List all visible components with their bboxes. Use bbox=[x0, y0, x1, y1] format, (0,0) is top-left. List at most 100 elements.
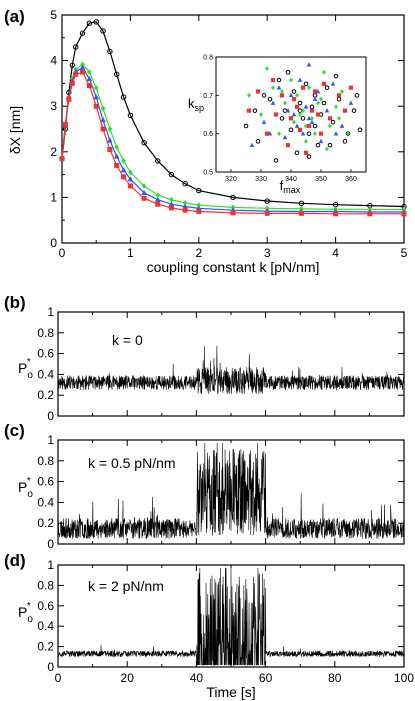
inset-series-0-point bbox=[351, 108, 357, 113]
panel-a-series-3-point bbox=[127, 183, 133, 189]
panel-d-ylabel-sub: o bbox=[27, 614, 33, 625]
panel-c-ytick-label: 0.6 bbox=[37, 475, 54, 489]
inset-series-0-point bbox=[315, 142, 321, 148]
panel-d-ylabel-main: P bbox=[18, 604, 27, 620]
inset-xtick-label: 360 bbox=[345, 176, 357, 183]
inset-series-2-point bbox=[333, 131, 339, 136]
inset-series-2-point bbox=[318, 138, 324, 144]
panel-a-xtick-label: 1 bbox=[127, 246, 134, 260]
panel-a-series-1-point bbox=[121, 157, 127, 164]
inset-xtick-label: 340 bbox=[285, 176, 297, 183]
panel-d-annotation: k = 2 pN/nm bbox=[88, 578, 164, 594]
panel-a-series-2-point bbox=[120, 166, 127, 173]
inset-series-0-point bbox=[303, 81, 309, 87]
inset-series-0-point bbox=[255, 139, 261, 144]
inset-xtick-label: 330 bbox=[255, 176, 267, 183]
panel-c-ytick-label: 0.8 bbox=[37, 454, 54, 468]
inset-series-2-point bbox=[291, 111, 297, 117]
inset-series-2-point bbox=[309, 119, 315, 124]
panel-a-series-0-point bbox=[79, 30, 86, 36]
panel-b-ylabel-sub: o bbox=[27, 370, 33, 381]
panel-a-series-3-point bbox=[401, 211, 407, 217]
panel-c-label-backdrop bbox=[84, 452, 188, 474]
panel-b-ytick-label: 1 bbox=[47, 305, 54, 319]
inset-series-3-point bbox=[300, 85, 306, 90]
inset-series-3-point bbox=[342, 108, 348, 113]
inset-series-0-point bbox=[261, 93, 267, 98]
inset-series-1-point bbox=[339, 89, 345, 94]
panel-a-series-1-point bbox=[114, 144, 120, 151]
inset-ytick-label: 0.6 bbox=[203, 131, 213, 138]
inset-xtick-label: 350 bbox=[315, 176, 327, 183]
panel-letter-b: (b) bbox=[4, 293, 26, 312]
inset-series-1-point bbox=[315, 100, 321, 106]
panel-b-ylabel: Po * bbox=[18, 357, 33, 381]
inset-series-0-point bbox=[279, 116, 285, 121]
inset-series-1-point bbox=[336, 115, 342, 121]
inset-series-3-point bbox=[273, 112, 279, 117]
panel-c-ytick-label: 0.4 bbox=[37, 495, 54, 509]
panel-a-series-0-point bbox=[114, 71, 120, 77]
panel-d-xtick-label: 40 bbox=[190, 671, 204, 685]
inset-series-3-point bbox=[348, 85, 354, 90]
inset-series-1-point bbox=[291, 119, 297, 125]
inset-series-2-point bbox=[303, 104, 309, 109]
inset-series-3-point bbox=[315, 112, 321, 117]
panel-a-series-3-point bbox=[80, 69, 86, 75]
inset-series-3-point bbox=[309, 108, 315, 113]
inset-series-2-point bbox=[330, 81, 336, 86]
inset-xlabel-sub: max bbox=[283, 185, 301, 195]
inset-ticks: 320 330 340 350 360 0.5 0.6 0.7 0.8 bbox=[203, 55, 357, 184]
panel-a-series-1-point bbox=[141, 183, 147, 189]
inset-series-1-point bbox=[321, 69, 327, 75]
panel-a-ylabel: δX [nm] bbox=[7, 106, 23, 154]
inset-series-2-point bbox=[285, 108, 291, 113]
panel-a-xtick-label: 5 bbox=[401, 246, 408, 260]
inset-series-1-point bbox=[303, 138, 309, 144]
panel-d-xlabel: Time [s] bbox=[206, 684, 255, 700]
inset-series-2-point bbox=[297, 77, 303, 82]
panel-c-plot: 0 0.2 0.4 0.6 0.8 1 k = 0.5 pN/nm Po * bbox=[18, 433, 405, 551]
inset-series-2-point bbox=[276, 85, 282, 90]
inset-series-0-point bbox=[330, 119, 336, 125]
panel-a-ytick-label: 1 bbox=[50, 190, 57, 204]
inset-ytick-label: 0.7 bbox=[203, 93, 213, 100]
panel-a-xtick-label: 3 bbox=[264, 246, 271, 260]
inset-series-3-point bbox=[297, 127, 303, 132]
panel-a-ytick-label: 5 bbox=[50, 8, 57, 22]
panel-a-series-2-point bbox=[141, 189, 147, 196]
panel-b-annotation: k = 0 bbox=[112, 332, 143, 348]
panel-b-ytick-label: 0.4 bbox=[37, 367, 54, 381]
panel-d-xtick-label: 0 bbox=[55, 671, 62, 685]
panel-a-series-0-point bbox=[141, 139, 147, 146]
panel-d-ytick-label: 0.8 bbox=[37, 578, 54, 592]
inset-series-0-point bbox=[321, 100, 327, 106]
inset-ylabel-main: k bbox=[188, 96, 195, 111]
panel-a-series-0-point bbox=[107, 48, 113, 55]
panel-d-ylabel: Po * bbox=[18, 601, 33, 625]
panel-a-xtick-label: 2 bbox=[195, 246, 202, 260]
inset-series-2-point bbox=[294, 123, 300, 128]
panel-a-xlabel: coupling constant k [pN/nm] bbox=[147, 259, 320, 275]
panel-c-ytick-label: 0.2 bbox=[37, 516, 54, 530]
inset-series-1-point bbox=[288, 77, 294, 83]
panel-a-series-3-point bbox=[333, 211, 339, 217]
panel-a-series-0-point bbox=[93, 19, 99, 25]
panel-a-series-0-point bbox=[168, 171, 175, 178]
panel-a-series-0-point bbox=[120, 94, 127, 100]
panel-a-series-3-point bbox=[367, 211, 373, 217]
panel-a-series-3-point bbox=[73, 71, 79, 77]
inset-series-0-point bbox=[300, 116, 306, 121]
inset-series-0-point bbox=[354, 93, 360, 98]
panel-b-ytick-label: 0.8 bbox=[37, 326, 54, 340]
panel-a-series-2-point bbox=[86, 75, 93, 82]
inset-series-0-point bbox=[252, 108, 258, 113]
panel-a-series bbox=[59, 19, 407, 217]
inset-series-0-point bbox=[324, 85, 330, 90]
inset-series-3-point bbox=[312, 89, 318, 94]
panel-a-series-3-point bbox=[182, 207, 188, 213]
inset-series-3-point bbox=[306, 123, 312, 129]
panel-a-series-0-point bbox=[86, 20, 93, 26]
panel-a-series-0-point bbox=[155, 158, 161, 164]
